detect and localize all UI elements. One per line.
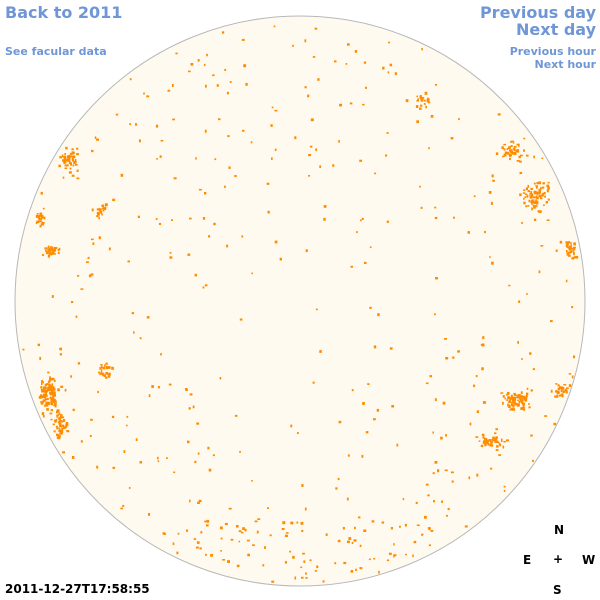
compass-center-marker: + [553,552,564,566]
next-hour-link[interactable]: Next hour [534,58,597,71]
back-to-year-link[interactable]: Back to 2011 [5,3,123,22]
observation-timestamp: 2011-12-27T17:58:55 [5,582,150,596]
solar-disk [14,15,586,587]
previous-day-link[interactable]: Previous day [479,3,596,22]
see-facular-data-link[interactable]: See facular data [5,45,107,58]
previous-hour-link[interactable]: Previous hour [509,45,596,58]
compass-east-label: E [523,553,532,567]
next-day-link[interactable]: Next day [516,20,596,39]
compass-west-label: W [582,553,596,567]
faculae-layer [22,25,579,583]
compass-south-label: S [553,583,562,597]
compass-north-label: N [554,523,565,537]
